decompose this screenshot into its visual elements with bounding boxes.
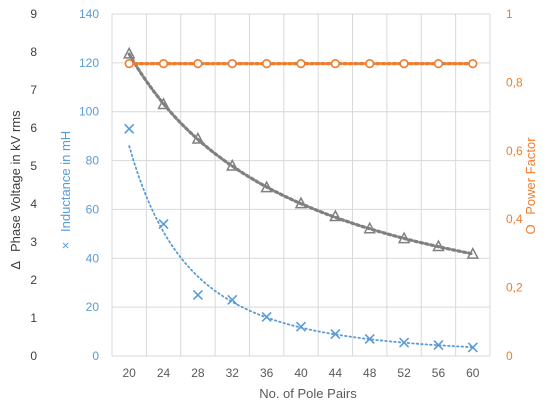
voltage-point xyxy=(191,131,205,144)
x-tick-label: 20 xyxy=(123,366,137,380)
inductance-tick-label: 120 xyxy=(79,56,99,70)
tick-labels: 012345678902040608010012014000,20,40,60,… xyxy=(30,7,523,380)
inductance-tick-label: 140 xyxy=(79,7,99,21)
inductance-axis-title-group: × Inductance in mH xyxy=(58,131,73,249)
power_factor-tick-label: 0,6 xyxy=(506,144,523,158)
power-factor-axis-title-group: O Power Factor xyxy=(523,137,538,235)
voltage-point xyxy=(122,46,136,59)
x-tick-label: 48 xyxy=(363,366,377,380)
inductance-point xyxy=(399,337,410,348)
inductance-point xyxy=(261,311,272,322)
voltage-tick-label: 0 xyxy=(30,349,37,363)
voltage-tick-label: 2 xyxy=(30,273,37,287)
inductance-tick-label: 60 xyxy=(86,202,100,216)
inductance-tick-label: 0 xyxy=(92,349,99,363)
power-factor-point xyxy=(330,58,340,69)
inductance-tick-label: 100 xyxy=(79,105,99,119)
voltage-point xyxy=(260,180,273,193)
voltage-axis-title: Δ Phase Voltage in kV rms xyxy=(8,110,23,270)
power-factor-point xyxy=(262,58,272,69)
voltage-point xyxy=(294,196,308,209)
x-tick-label: 40 xyxy=(294,366,308,380)
power_factor-tick-label: 1 xyxy=(506,7,513,21)
voltage-axis-label: Phase Voltage in kV rms xyxy=(8,110,23,252)
power-factor-point xyxy=(296,58,306,69)
voltage-axis-title-group: Δ Phase Voltage in kV rms xyxy=(8,110,23,270)
x-tick-label: 36 xyxy=(260,366,274,380)
power_factor-tick-label: 0 xyxy=(506,349,513,363)
power-factor-point xyxy=(193,58,203,69)
voltage-point xyxy=(432,239,445,252)
x-tick-label: 44 xyxy=(329,366,343,380)
data-markers xyxy=(122,46,480,353)
power-factor-point xyxy=(227,58,237,69)
voltage-trend-line xyxy=(127,52,475,256)
inductance-point xyxy=(158,219,169,230)
power-factor-axis-title: O Power Factor xyxy=(523,137,538,235)
power_factor-tick-label: 0,8 xyxy=(506,75,523,89)
voltage-tick-label: 8 xyxy=(30,45,37,59)
inductance-point xyxy=(227,294,238,305)
power_factor-tick-label: 0,4 xyxy=(506,212,523,226)
power_factor-tick-label: 0,2 xyxy=(506,281,523,295)
power-factor-point xyxy=(468,58,478,69)
cross-icon: × xyxy=(58,242,73,250)
x-tick-label: 28 xyxy=(191,366,205,380)
voltage-point xyxy=(466,247,480,259)
voltage-tick-label: 1 xyxy=(30,311,37,325)
x-tick-label: 60 xyxy=(466,366,480,380)
inductance-point xyxy=(192,289,203,300)
voltage-point xyxy=(397,231,411,244)
voltage-point xyxy=(329,209,342,222)
voltage-tick-label: 5 xyxy=(30,159,37,173)
x-tick-label: 52 xyxy=(397,366,411,380)
inductance-point xyxy=(433,339,444,351)
voltage-tick-label: 3 xyxy=(30,235,37,249)
voltage-point xyxy=(157,97,170,110)
power-factor-point xyxy=(124,58,134,69)
power-factor-point xyxy=(365,58,375,69)
voltage-tick-label: 9 xyxy=(30,7,37,21)
voltage-tick-label: 4 xyxy=(30,197,37,211)
x-tick-label: 56 xyxy=(432,366,446,380)
delta-icon: Δ xyxy=(8,261,23,270)
voltage-point xyxy=(363,221,376,234)
x-tick-label: 32 xyxy=(226,366,240,380)
voltage-tick-label: 7 xyxy=(30,83,37,97)
inductance-tick-label: 20 xyxy=(86,300,100,314)
inductance-point xyxy=(330,328,341,340)
inductance-point xyxy=(364,333,375,344)
power-factor-point xyxy=(433,58,444,69)
power-factor-point xyxy=(158,58,169,69)
power-factor-axis-label: Power Factor xyxy=(523,137,538,215)
inductance-axis-title: × Inductance in mH xyxy=(58,131,73,249)
inductance-point xyxy=(124,123,135,134)
inductance-tick-label: 40 xyxy=(86,251,100,265)
x-axis-title: No. of Pole Pairs xyxy=(259,386,357,401)
voltage-point xyxy=(226,158,239,171)
power-factor-point xyxy=(399,58,409,69)
circle-icon: O xyxy=(523,224,538,234)
inductance-point xyxy=(295,321,307,332)
inductance-tick-label: 80 xyxy=(86,154,100,168)
voltage-tick-label: 6 xyxy=(30,121,37,135)
inductance-axis-label: Inductance in mH xyxy=(58,131,73,232)
gridlines xyxy=(111,13,491,357)
x-tick-label: 24 xyxy=(157,366,171,380)
inductance-point xyxy=(467,342,478,353)
